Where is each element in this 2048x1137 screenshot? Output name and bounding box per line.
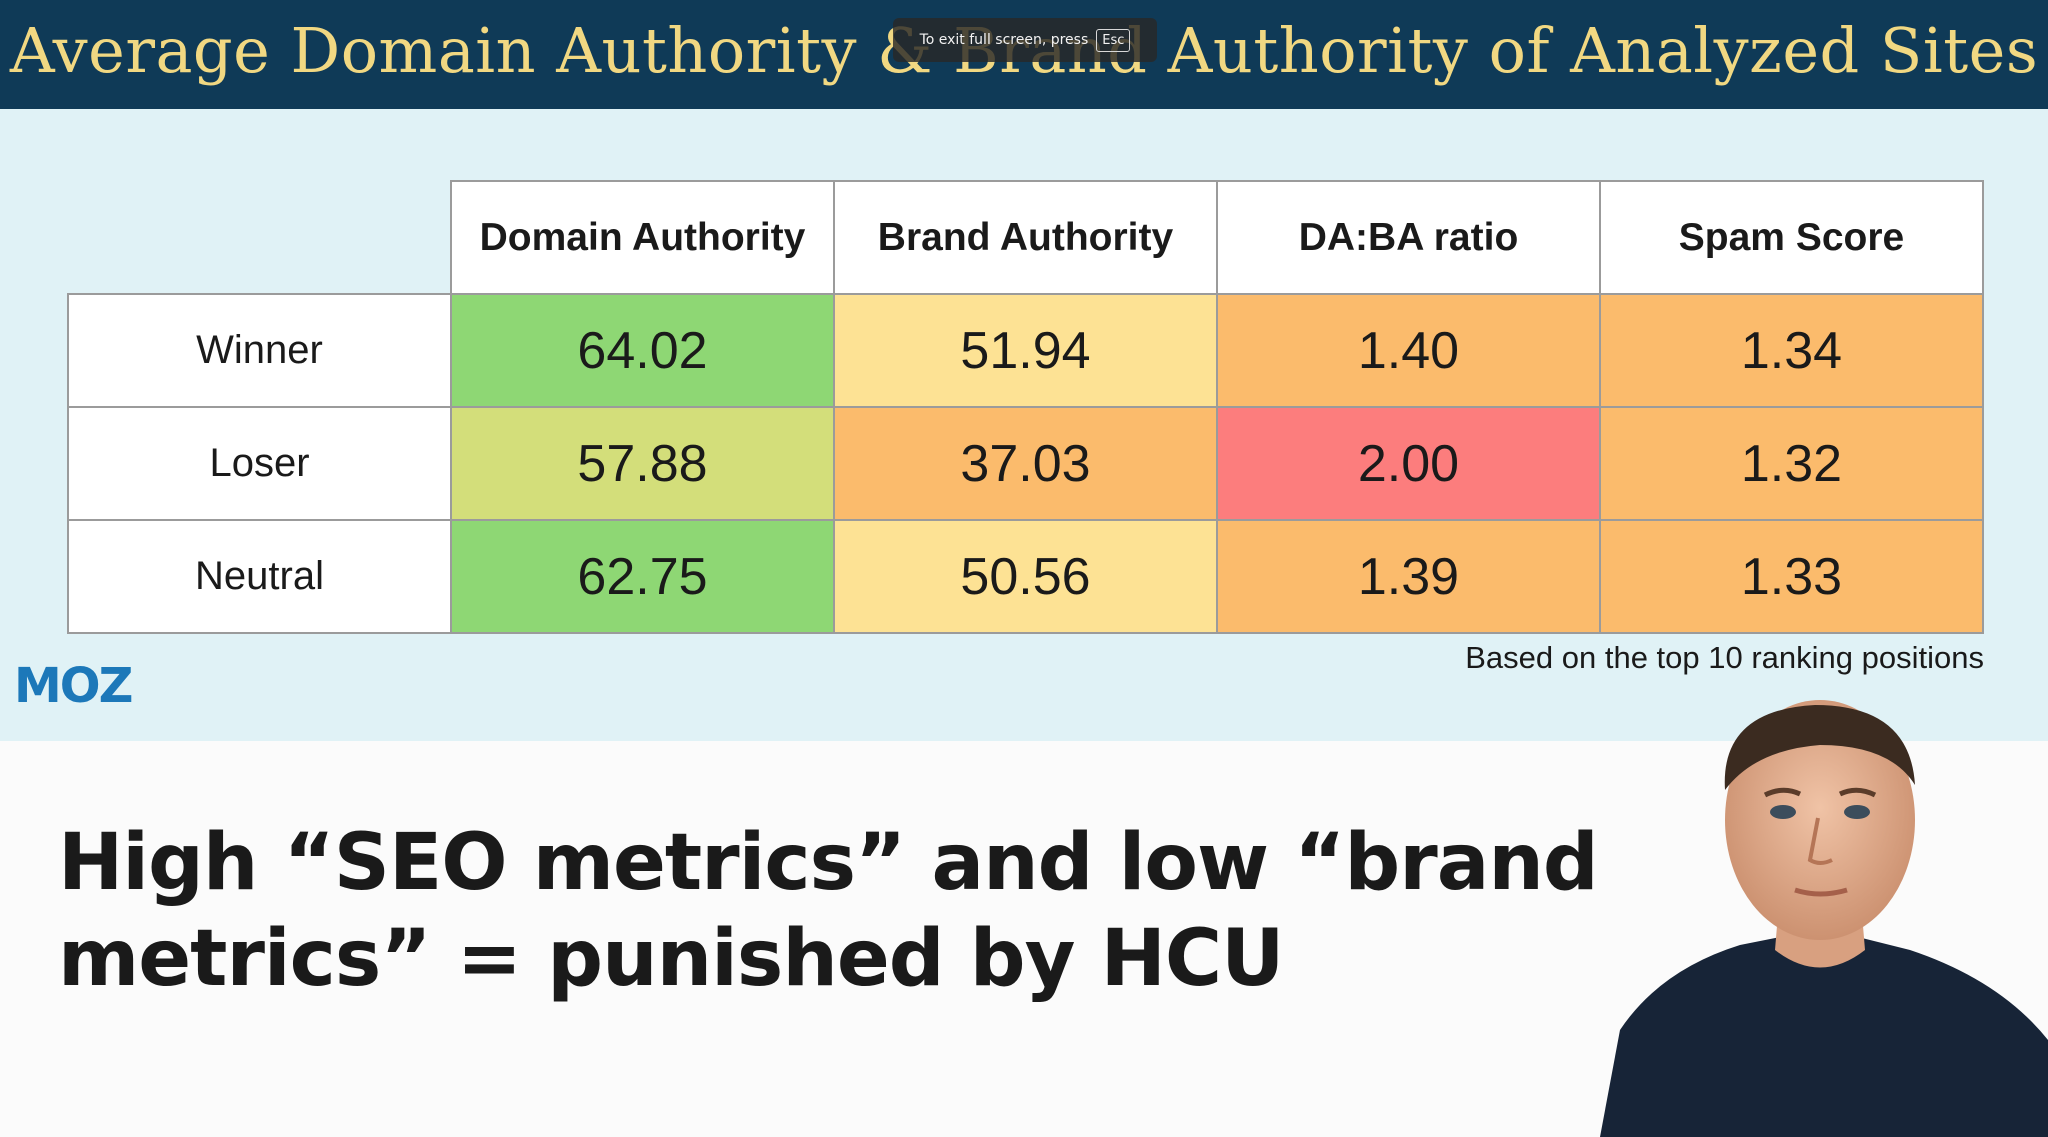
moz-logo-text: MOZ xyxy=(14,658,132,710)
cell-loser-spam-score: 1.32 xyxy=(1599,406,1984,521)
cell-neutral-domain-authority: 62.75 xyxy=(450,519,835,634)
cell-loser-brand-authority: 37.03 xyxy=(833,406,1218,521)
table-header-row: Domain Authority Brand Authority DA:BA r… xyxy=(68,180,1984,295)
cell-winner-spam-score: 1.34 xyxy=(1599,293,1984,408)
metrics-table: Domain Authority Brand Authority DA:BA r… xyxy=(67,180,1984,634)
column-header-domain-authority: Domain Authority xyxy=(450,180,835,295)
cell-winner-brand-authority: 51.94 xyxy=(833,293,1218,408)
cell-neutral-brand-authority: 50.56 xyxy=(833,519,1218,634)
column-header-da-ba-ratio: DA:BA ratio xyxy=(1216,180,1601,295)
column-header-brand-authority: Brand Authority xyxy=(833,180,1218,295)
fullscreen-exit-message: To exit full screen, press xyxy=(919,32,1089,48)
row-label-loser: Loser xyxy=(67,406,452,521)
table-footnote: Based on the top 10 ranking positions xyxy=(1465,640,1984,675)
esc-key-badge[interactable]: Esc xyxy=(1096,28,1131,52)
moz-logo: MOZ xyxy=(14,658,134,710)
cell-winner-domain-authority: 64.02 xyxy=(450,293,835,408)
table-row-winner: Winner 64.02 51.94 1.40 1.34 xyxy=(67,293,1984,408)
row-label-winner: Winner xyxy=(67,293,452,408)
cell-neutral-da-ba-ratio: 1.39 xyxy=(1216,519,1601,634)
speaker-photo-icon xyxy=(1600,700,2048,1137)
table-row-neutral: Neutral 62.75 50.56 1.39 1.33 xyxy=(67,519,1984,634)
cell-loser-da-ba-ratio: 2.00 xyxy=(1216,406,1601,521)
table-corner-cell xyxy=(68,181,451,294)
row-label-neutral: Neutral xyxy=(67,519,452,634)
cell-neutral-spam-score: 1.33 xyxy=(1599,519,1984,634)
cell-loser-domain-authority: 57.88 xyxy=(450,406,835,521)
cell-winner-da-ba-ratio: 1.40 xyxy=(1216,293,1601,408)
video-caption-headline: High “SEO metrics” and low “brand metric… xyxy=(58,818,1599,1004)
column-header-spam-score: Spam Score xyxy=(1599,180,1984,295)
fullscreen-exit-notice: To exit full screen, press Esc xyxy=(893,18,1157,62)
table-row-loser: Loser 57.88 37.03 2.00 1.32 xyxy=(67,406,1984,521)
